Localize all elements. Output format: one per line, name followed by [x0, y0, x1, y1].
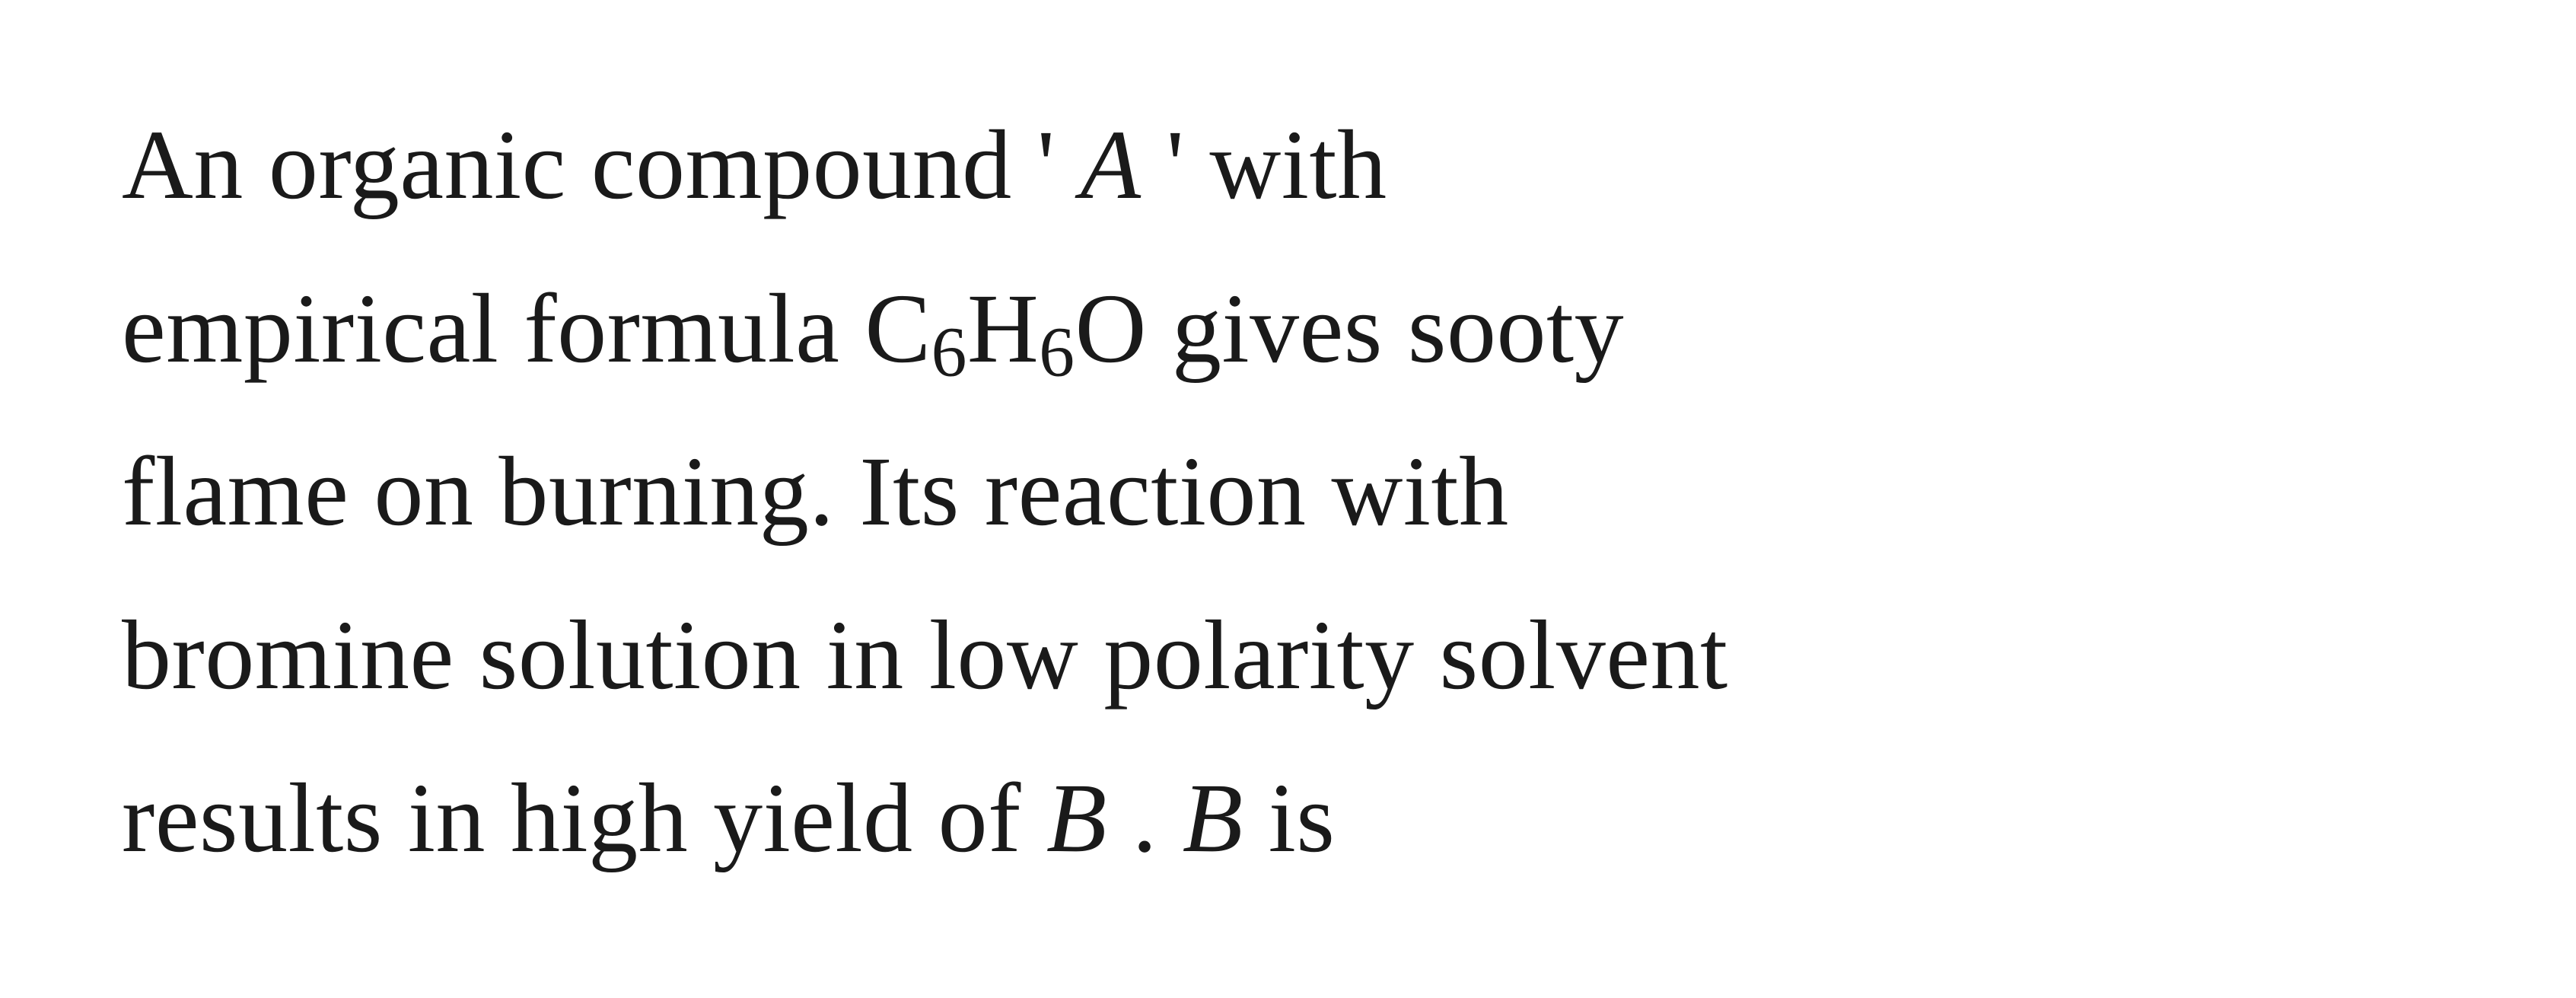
formula-subscript: 6: [1039, 313, 1075, 391]
variable-B: B: [1046, 764, 1107, 873]
question-text-block: An organic compound ' A ' with empirical…: [0, 0, 2576, 998]
text-fragment: empirical formula: [122, 274, 865, 384]
line-5: results in high yield of B . B is: [122, 737, 2454, 901]
formula-element: H: [967, 274, 1039, 384]
text-fragment: An organic compound ': [122, 110, 1081, 220]
formula-subscript: 6: [931, 313, 967, 391]
text-fragment: bromine solution in low polarity solvent: [122, 601, 1728, 710]
formula-element: O: [1075, 274, 1147, 384]
variable-A: A: [1081, 110, 1142, 220]
variable-B: B: [1183, 764, 1243, 873]
text-fragment: .: [1107, 764, 1183, 873]
text-fragment: results in high yield of: [122, 764, 1046, 873]
text-fragment: ' with: [1142, 110, 1387, 220]
chemical-formula: C6H6O: [865, 274, 1147, 384]
line-3: flame on burning. Its reaction with: [122, 410, 2454, 574]
text-fragment: is: [1243, 764, 1336, 873]
line-1: An organic compound ' A ' with: [122, 84, 2454, 247]
formula-element: C: [865, 274, 931, 384]
line-2: empirical formula C6H6O gives sooty: [122, 247, 2454, 411]
text-fragment: gives sooty: [1147, 274, 1624, 384]
line-4: bromine solution in low polarity solvent: [122, 574, 2454, 738]
text-fragment: flame on burning. Its reaction with: [122, 437, 1509, 547]
